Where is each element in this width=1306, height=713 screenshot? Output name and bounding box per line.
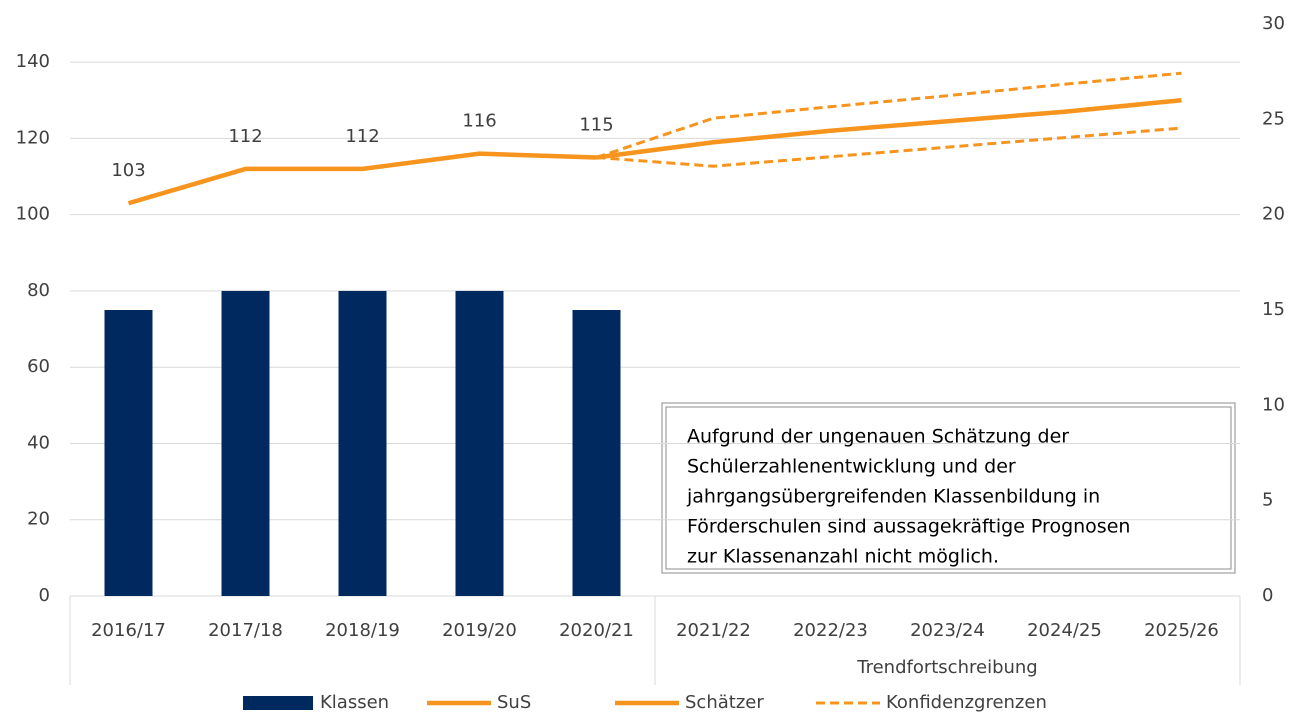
y-tick-label: 0 <box>39 585 50 606</box>
legend-swatch <box>243 696 313 710</box>
x-tick-label: 2017/18 <box>208 620 283 641</box>
x-tick-label: 2022/23 <box>793 620 868 641</box>
data-label: 112 <box>228 126 262 147</box>
y2-tick-label: 15 <box>1262 299 1285 320</box>
annotation-box <box>661 402 1236 574</box>
legend-label: Schätzer <box>685 692 764 713</box>
data-label: 103 <box>111 160 145 181</box>
annotation-text: jahrgangsübergreifenden Klassenbildung i… <box>686 486 1100 508</box>
y-tick-label: 100 <box>16 204 50 225</box>
y-tick-label: 140 <box>16 51 50 72</box>
legend-label: SuS <box>497 692 531 713</box>
x-tick-label: 2020/21 <box>559 620 634 641</box>
line-series <box>596 71 1182 159</box>
line-series <box>596 98 1182 160</box>
x-tick-label: 2018/19 <box>325 620 400 641</box>
data-label: 116 <box>462 111 496 132</box>
category-group-label: Trendfortschreibung <box>856 657 1038 678</box>
annotation-text: Aufgrund der ungenauen Schätzung der <box>687 426 1069 448</box>
y-tick-label: 20 <box>27 509 50 530</box>
y2-tick-label: 0 <box>1262 585 1273 606</box>
annotation-text: zur Klassenanzahl nicht möglich. <box>687 546 999 568</box>
y2-tick-label: 5 <box>1262 490 1273 511</box>
bar <box>455 290 504 596</box>
x-tick-label: 2024/25 <box>1027 620 1102 641</box>
y-tick-label: 80 <box>27 280 50 301</box>
bar <box>572 310 621 596</box>
annotation-text: Schülerzahlenentwicklung und der <box>687 456 1016 478</box>
legend-label: Klassen <box>320 692 389 713</box>
y-tick-label: 60 <box>27 356 50 377</box>
bar <box>338 290 387 596</box>
y-tick-label: 40 <box>27 432 50 453</box>
bar <box>221 290 270 596</box>
x-tick-label: 2025/26 <box>1144 620 1219 641</box>
line-series <box>127 151 597 206</box>
annotation-box-inner <box>665 406 1232 570</box>
y2-tick-label: 10 <box>1262 394 1285 415</box>
data-label: 115 <box>579 114 613 135</box>
y2-tick-label: 30 <box>1262 13 1285 34</box>
y2-tick-label: 25 <box>1262 108 1285 129</box>
x-tick-label: 2021/22 <box>676 620 751 641</box>
x-tick-label: 2019/20 <box>442 620 517 641</box>
y-tick-label: 120 <box>16 127 50 148</box>
x-tick-label: 2016/17 <box>91 620 166 641</box>
bar <box>104 310 153 596</box>
legend-label: Konfidenzgrenzen <box>886 692 1047 713</box>
data-label: 112 <box>345 126 379 147</box>
annotation-text: Förderschulen sind aussagekräftige Progn… <box>687 516 1130 538</box>
x-tick-label: 2023/24 <box>910 620 985 641</box>
y2-tick-label: 20 <box>1262 204 1285 225</box>
